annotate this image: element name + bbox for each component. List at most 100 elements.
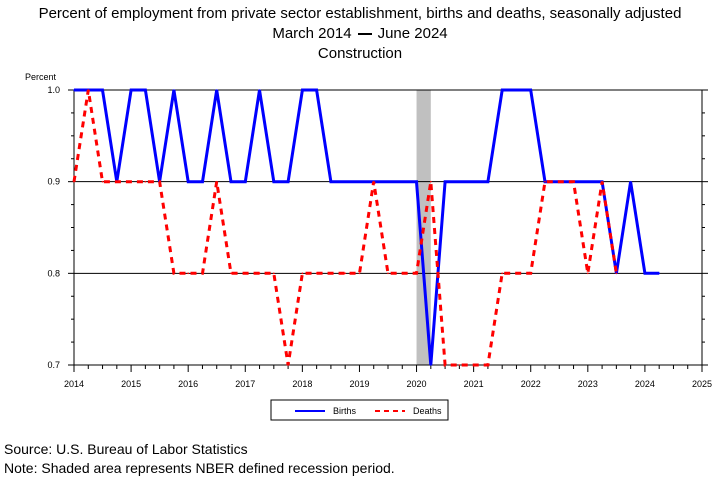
recession-shade: [416, 90, 431, 365]
data-point-deaths: [515, 272, 518, 275]
data-point-deaths: [558, 180, 561, 183]
data-point-births: [101, 89, 104, 91]
data-point-deaths: [472, 364, 475, 366]
data-point-deaths: [230, 272, 232, 275]
data-point-births: [344, 180, 346, 183]
period-end: June 2024: [377, 25, 448, 42]
x-tick-label-9: 2023: [578, 379, 598, 389]
data-point-births: [244, 180, 247, 183]
chart-titles: Percent of employment from private secto…: [0, 4, 720, 64]
data-point-deaths: [487, 364, 489, 366]
y-tick-label-1: 0.8: [47, 268, 60, 278]
data-point-deaths: [501, 272, 503, 275]
x-tick-label-7: 2021: [464, 379, 484, 389]
data-point-births: [401, 180, 404, 183]
x-tick-label-2: 2016: [178, 379, 198, 389]
data-point-deaths: [615, 272, 618, 275]
legend-label-deaths: Deaths: [413, 406, 442, 416]
data-point-deaths: [244, 272, 247, 275]
data-point-deaths: [572, 180, 575, 183]
data-point-births: [644, 272, 646, 275]
data-point-births: [287, 180, 289, 183]
data-point-births: [144, 89, 147, 91]
chart-period: March 2014 June 2024: [0, 24, 720, 44]
data-point-deaths: [544, 180, 546, 183]
y-tick-label-2: 0.9: [47, 177, 60, 187]
data-point-births: [658, 272, 660, 275]
data-point-births: [415, 180, 418, 183]
legend-box: [270, 399, 449, 421]
data-point-deaths: [444, 364, 446, 366]
x-tick-label-8: 2022: [521, 379, 541, 389]
x-tick-label-10: 2024: [635, 379, 655, 389]
data-point-deaths: [430, 180, 432, 183]
data-point-births: [73, 89, 75, 91]
x-tick-label-5: 2019: [349, 379, 369, 389]
data-point-births: [258, 89, 261, 91]
x-tick-label-1: 2015: [121, 379, 141, 389]
x-tick-label-6: 2020: [407, 379, 427, 389]
data-point-deaths: [358, 272, 361, 275]
data-point-births: [458, 180, 461, 183]
data-point-births: [230, 180, 232, 183]
y-tick-label-3: 1.0: [47, 85, 60, 95]
y-tick-label-0: 0.7: [47, 360, 60, 370]
x-tick-label-4: 2018: [292, 379, 312, 389]
data-point-deaths: [116, 180, 118, 183]
data-point-births: [472, 180, 475, 183]
chart-subtitle: Construction: [317, 45, 403, 62]
data-point-deaths: [87, 89, 90, 91]
x-tick-label-0: 2014: [64, 379, 84, 389]
data-point-deaths: [372, 180, 375, 183]
x-tick-label-3: 2017: [235, 379, 255, 389]
period-start: March 2014: [272, 25, 352, 42]
data-point-deaths: [401, 272, 404, 275]
recession-note: Note: Shaded area represents NBER define…: [4, 460, 395, 476]
line-chart: 0.7 0.8 0.9 1.0 Percent 2014 2015 2016 2017 2018 2…: [25, 72, 712, 421]
data-point-deaths: [144, 180, 147, 183]
data-point-deaths: [258, 272, 261, 275]
period-dash: [357, 33, 372, 35]
legend-label-births: Births: [333, 406, 357, 416]
x-tick-label-11: 2025: [692, 379, 712, 389]
source-note: Source: U.S. Bureau of Labor Statistics: [4, 441, 248, 457]
data-point-deaths: [330, 272, 332, 275]
data-point-deaths: [587, 272, 589, 275]
data-point-deaths: [315, 272, 318, 275]
data-point-births: [215, 89, 218, 91]
data-point-births: [387, 180, 389, 183]
data-point-deaths: [101, 180, 104, 183]
data-point-births: [529, 89, 532, 91]
data-point-births: [487, 180, 489, 183]
data-point-births: [201, 180, 204, 183]
data-point-deaths: [458, 364, 461, 366]
data-point-deaths: [529, 272, 532, 275]
data-point-births: [187, 180, 189, 183]
data-point-births: [629, 180, 632, 183]
data-point-deaths: [130, 180, 132, 183]
series-line-deaths: [72, 89, 618, 367]
data-point-deaths: [73, 180, 75, 183]
data-point-deaths: [215, 180, 218, 183]
chart-title: Percent of employment from private secto…: [38, 5, 682, 22]
data-point-deaths: [387, 272, 389, 275]
data-point-births: [501, 89, 503, 91]
data-point-deaths: [601, 180, 603, 183]
data-point-births: [330, 180, 332, 183]
data-point-births: [358, 180, 361, 183]
data-point-births: [444, 180, 446, 183]
data-point-births: [430, 364, 432, 366]
data-point-deaths: [301, 272, 304, 275]
data-point-deaths: [187, 272, 189, 275]
data-point-deaths: [273, 272, 275, 275]
data-point-births: [587, 180, 589, 183]
data-point-deaths: [287, 364, 289, 366]
data-point-deaths: [173, 272, 175, 275]
data-point-births: [173, 89, 175, 91]
data-point-deaths: [158, 180, 161, 183]
y-axis-label: Percent: [25, 72, 57, 82]
data-point-births: [515, 89, 518, 91]
data-point-deaths: [415, 272, 418, 275]
data-point-deaths: [201, 272, 204, 275]
data-point-births: [315, 89, 318, 91]
